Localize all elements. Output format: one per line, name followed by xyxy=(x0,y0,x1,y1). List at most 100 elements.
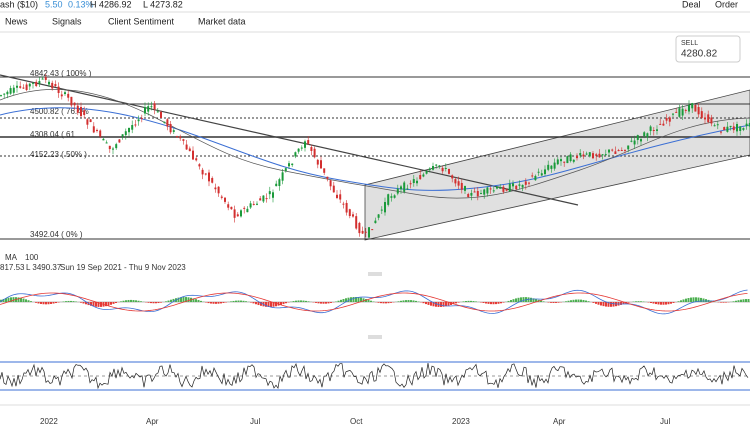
candle xyxy=(294,152,297,157)
macd-bar xyxy=(37,302,40,304)
macd-bar xyxy=(170,299,172,302)
sell-box[interactable] xyxy=(675,35,741,63)
macd-bar xyxy=(535,299,537,302)
toolbar-market-data[interactable]: Market data xyxy=(198,16,246,26)
macd-bar xyxy=(577,299,580,302)
x-label: Apr xyxy=(553,417,566,426)
candle xyxy=(569,154,572,162)
candle xyxy=(297,148,300,152)
candle xyxy=(163,121,166,123)
candle xyxy=(35,81,38,87)
candle xyxy=(48,81,50,85)
macd-bar xyxy=(555,302,557,303)
panel-handle[interactable] xyxy=(368,335,382,339)
candle xyxy=(19,86,22,88)
candle xyxy=(419,175,422,180)
candle xyxy=(179,136,182,139)
macd-bar xyxy=(217,302,220,304)
macd-bar xyxy=(652,302,655,304)
macd-bar xyxy=(742,299,745,302)
candle xyxy=(265,198,268,200)
macd-bar xyxy=(177,297,180,302)
signal-line xyxy=(0,292,748,312)
macd-bar xyxy=(360,297,362,302)
candle xyxy=(227,204,230,208)
candle xyxy=(544,169,546,175)
macd-bar xyxy=(522,297,525,302)
candle xyxy=(32,82,34,84)
macd-bar xyxy=(430,302,432,306)
macd-bar xyxy=(315,302,317,303)
macd-bar xyxy=(342,299,345,302)
candle xyxy=(697,107,700,115)
macd-bar xyxy=(627,302,630,303)
macd-bar xyxy=(82,302,85,304)
candle xyxy=(739,126,742,131)
candle xyxy=(41,78,44,80)
candle xyxy=(236,214,239,217)
macd-bar xyxy=(182,297,185,302)
macd-bar xyxy=(472,301,475,302)
macd-bar xyxy=(497,302,500,304)
candle xyxy=(582,154,585,157)
macd-bar xyxy=(215,302,217,304)
candle xyxy=(454,179,457,184)
candle xyxy=(300,147,303,149)
macd-bar xyxy=(650,302,652,303)
candle xyxy=(6,91,9,95)
macd-bar xyxy=(582,299,585,302)
macd-bar xyxy=(602,302,605,307)
macd-bar xyxy=(370,300,372,302)
candle xyxy=(3,93,6,95)
macd-bar xyxy=(662,302,665,305)
macd-bar xyxy=(2,298,5,302)
candle xyxy=(483,189,486,195)
candle xyxy=(409,183,412,185)
candle xyxy=(659,123,662,125)
candle xyxy=(89,119,92,123)
sell-label: SELL xyxy=(681,40,698,47)
macd-bar xyxy=(677,301,680,302)
candle xyxy=(336,194,338,198)
candle xyxy=(425,171,428,174)
candle xyxy=(736,124,738,132)
macd-bar xyxy=(482,302,485,303)
order-button[interactable]: Order xyxy=(715,0,738,9)
change: 5.50 xyxy=(45,0,63,9)
candle xyxy=(134,124,137,126)
macd-bar xyxy=(105,302,107,307)
panel-handle[interactable] xyxy=(368,272,382,276)
macd-bar xyxy=(320,302,322,304)
macd-bar xyxy=(690,297,692,302)
candle xyxy=(275,183,278,187)
macd-bar xyxy=(55,302,57,304)
candle xyxy=(246,208,249,213)
macd-bar xyxy=(240,300,242,302)
candle xyxy=(188,148,191,152)
candle xyxy=(550,165,553,169)
candle xyxy=(233,209,236,218)
candle xyxy=(723,127,726,131)
macd-bar xyxy=(97,302,100,307)
macd-bar xyxy=(387,302,390,304)
top-bar xyxy=(0,0,750,12)
macd-bar xyxy=(470,300,472,302)
candle xyxy=(521,184,524,188)
candle xyxy=(486,187,489,194)
macd-bar xyxy=(7,297,10,302)
fib-label: 4152.23 ( 50% ) xyxy=(30,150,87,159)
macd-bar xyxy=(492,302,495,305)
macd-bar xyxy=(237,300,240,302)
toolbar-sentiment[interactable]: Client Sentiment xyxy=(108,16,175,26)
macd-bar xyxy=(660,302,662,305)
deal-button[interactable]: Deal xyxy=(682,0,701,9)
candle xyxy=(617,150,620,152)
candle xyxy=(102,138,105,141)
macd-bar xyxy=(390,302,392,303)
toolbar-signals[interactable]: Signals xyxy=(52,16,82,26)
candle xyxy=(649,126,652,132)
candle xyxy=(531,175,534,177)
candle xyxy=(108,145,111,150)
toolbar-news[interactable]: News xyxy=(5,16,28,26)
candle xyxy=(348,209,351,217)
